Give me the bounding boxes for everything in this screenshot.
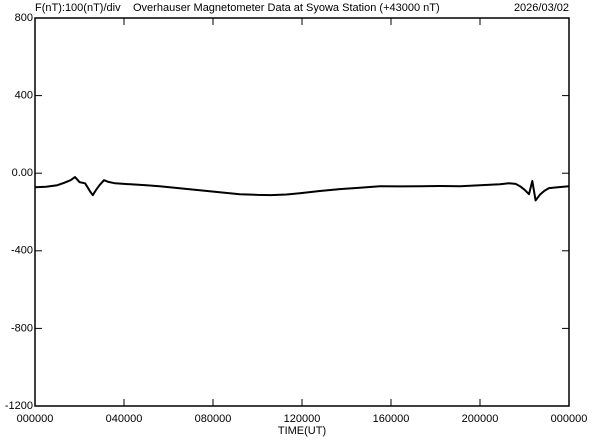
x-axis-label: TIME(UT) <box>278 425 326 437</box>
y-tick-label: -400 <box>11 245 33 257</box>
x-tick-label: 000000 <box>551 413 588 425</box>
data-line <box>34 176 570 202</box>
y-tick-label: -800 <box>11 322 33 334</box>
y-tick-label: 800 <box>15 12 33 24</box>
x-tick-label: 200000 <box>462 413 499 425</box>
x-tick-label: 120000 <box>284 413 321 425</box>
y-tick-label: 0.00 <box>12 167 33 179</box>
x-tick-label: 080000 <box>195 413 232 425</box>
chart-title: Overhauser Magnetometer Data at Syowa St… <box>133 2 440 14</box>
x-tick-label: 000000 <box>17 413 54 425</box>
y-tick-label: -1200 <box>5 400 33 412</box>
date: 2026/03/02 <box>514 2 569 14</box>
plot-frame <box>34 17 570 407</box>
x-tick-label: 160000 <box>373 413 410 425</box>
y-tick-label: 400 <box>15 90 33 102</box>
x-tick-label: 040000 <box>106 413 143 425</box>
scale-label: F(nT):100(nT)/div <box>35 2 121 14</box>
